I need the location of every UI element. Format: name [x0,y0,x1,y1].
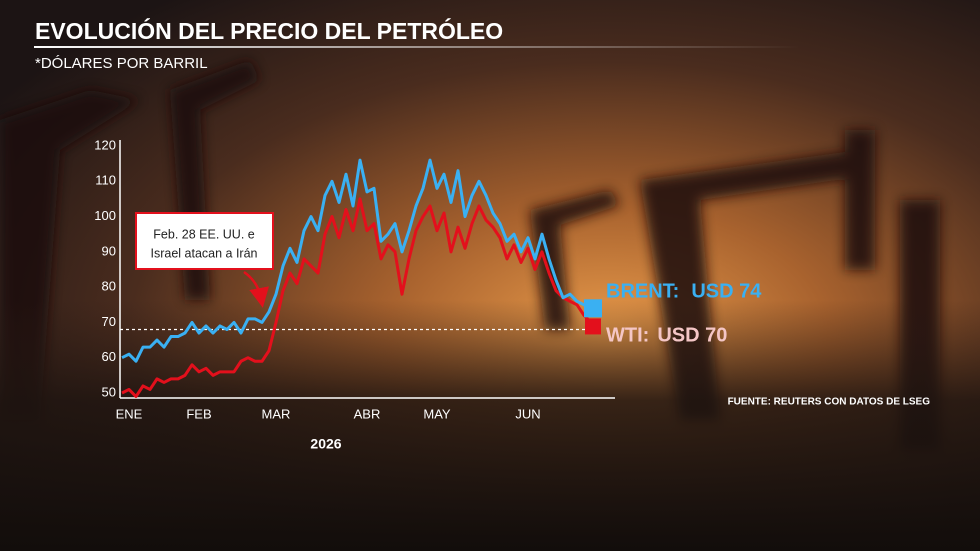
series-label: BRENT: [606,281,679,303]
y-tick-label: 120 [94,137,116,152]
end-marker [585,318,601,335]
y-tick-label: 80 [102,279,116,294]
x-tick-label: FEB [186,406,211,421]
x-axis-title: 2026 [310,436,341,452]
x-tick-label: ENE [116,406,143,421]
chart-title: EVOLUCIÓN DEL PRECIO DEL PETRÓLEO [35,17,503,44]
series-end-label: USD 70 [657,325,727,347]
y-tick-label: 60 [102,349,116,364]
y-tick-label: 110 [95,173,116,188]
y-tick-label: 100 [94,208,116,223]
x-tick-label: MAY [423,406,451,421]
series-line [121,158,592,363]
y-tick-label: 70 [102,314,116,329]
x-tick-label: MAR [262,406,291,421]
y-tick-label: 50 [102,384,116,399]
series-label: WTI: [606,325,649,347]
annotation-arrow [243,270,269,308]
series-line [121,197,593,399]
x-tick-label: ABR [354,406,381,421]
title-rule [34,46,800,48]
annotation-text: Israel atacan a Irán [150,246,257,260]
chart-subtitle: *DÓLARES POR BARRIL [35,55,208,72]
end-marker [584,299,602,318]
series-end-label: USD 74 [691,281,762,303]
y-tick-label: 90 [102,243,116,258]
x-tick-label: JUN [515,406,540,421]
annotation-box [135,212,274,270]
annotation-text: Feb. 28 EE. UU. e [153,227,254,241]
annotation: Feb. 28 EE. UU. e Israel atacan a Irán [135,212,274,308]
source: FUENTE: REUTERS CON DATOS DE LSEG [728,397,931,408]
